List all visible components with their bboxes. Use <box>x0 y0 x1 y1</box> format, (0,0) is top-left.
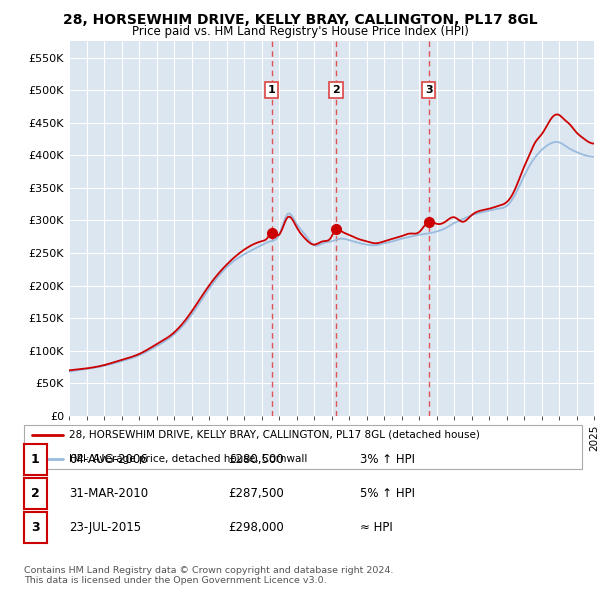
Text: 31-MAR-2010: 31-MAR-2010 <box>69 487 148 500</box>
Text: £287,500: £287,500 <box>228 487 284 500</box>
Text: 2: 2 <box>332 85 340 95</box>
Text: ≈ HPI: ≈ HPI <box>360 521 393 535</box>
Text: 04-AUG-2006: 04-AUG-2006 <box>69 453 148 466</box>
Text: 3% ↑ HPI: 3% ↑ HPI <box>360 453 415 466</box>
Text: Contains HM Land Registry data © Crown copyright and database right 2024.
This d: Contains HM Land Registry data © Crown c… <box>24 566 394 585</box>
Text: 28, HORSEWHIM DRIVE, KELLY BRAY, CALLINGTON, PL17 8GL: 28, HORSEWHIM DRIVE, KELLY BRAY, CALLING… <box>62 13 538 27</box>
Text: £280,500: £280,500 <box>228 453 284 466</box>
Text: 2: 2 <box>31 487 40 500</box>
FancyBboxPatch shape <box>24 425 582 469</box>
Text: Price paid vs. HM Land Registry's House Price Index (HPI): Price paid vs. HM Land Registry's House … <box>131 25 469 38</box>
Text: 1: 1 <box>31 453 40 466</box>
Text: 3: 3 <box>31 521 40 535</box>
Text: 1: 1 <box>268 85 275 95</box>
Text: HPI: Average price, detached house, Cornwall: HPI: Average price, detached house, Corn… <box>68 454 307 464</box>
Text: 5% ↑ HPI: 5% ↑ HPI <box>360 487 415 500</box>
Text: 28, HORSEWHIM DRIVE, KELLY BRAY, CALLINGTON, PL17 8GL (detached house): 28, HORSEWHIM DRIVE, KELLY BRAY, CALLING… <box>68 430 479 440</box>
Text: £298,000: £298,000 <box>228 521 284 535</box>
Text: 23-JUL-2015: 23-JUL-2015 <box>69 521 141 535</box>
Text: 3: 3 <box>425 85 433 95</box>
